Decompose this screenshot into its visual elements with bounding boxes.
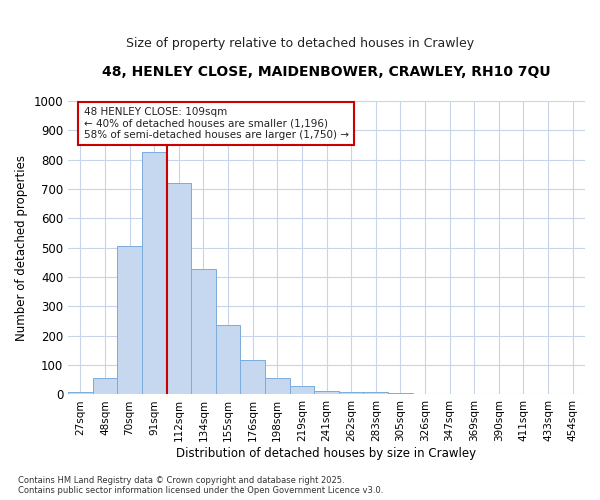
- Bar: [388, 393, 413, 394]
- X-axis label: Distribution of detached houses by size in Crawley: Distribution of detached houses by size …: [176, 447, 476, 460]
- Bar: [364, 392, 388, 394]
- Text: Contains HM Land Registry data © Crown copyright and database right 2025.
Contai: Contains HM Land Registry data © Crown c…: [18, 476, 383, 495]
- Bar: [314, 390, 339, 394]
- Bar: [290, 386, 314, 394]
- Text: Size of property relative to detached houses in Crawley: Size of property relative to detached ho…: [126, 38, 474, 51]
- Text: 48 HENLEY CLOSE: 109sqm
← 40% of detached houses are smaller (1,196)
58% of semi: 48 HENLEY CLOSE: 109sqm ← 40% of detache…: [83, 107, 349, 140]
- Bar: [117, 246, 142, 394]
- Bar: [241, 360, 265, 394]
- Bar: [339, 392, 364, 394]
- Bar: [167, 182, 191, 394]
- Y-axis label: Number of detached properties: Number of detached properties: [15, 154, 28, 340]
- Bar: [216, 324, 241, 394]
- Bar: [142, 152, 167, 394]
- Bar: [68, 392, 92, 394]
- Title: 48, HENLEY CLOSE, MAIDENBOWER, CRAWLEY, RH10 7QU: 48, HENLEY CLOSE, MAIDENBOWER, CRAWLEY, …: [102, 65, 551, 79]
- Bar: [92, 378, 117, 394]
- Bar: [265, 378, 290, 394]
- Bar: [191, 269, 216, 394]
